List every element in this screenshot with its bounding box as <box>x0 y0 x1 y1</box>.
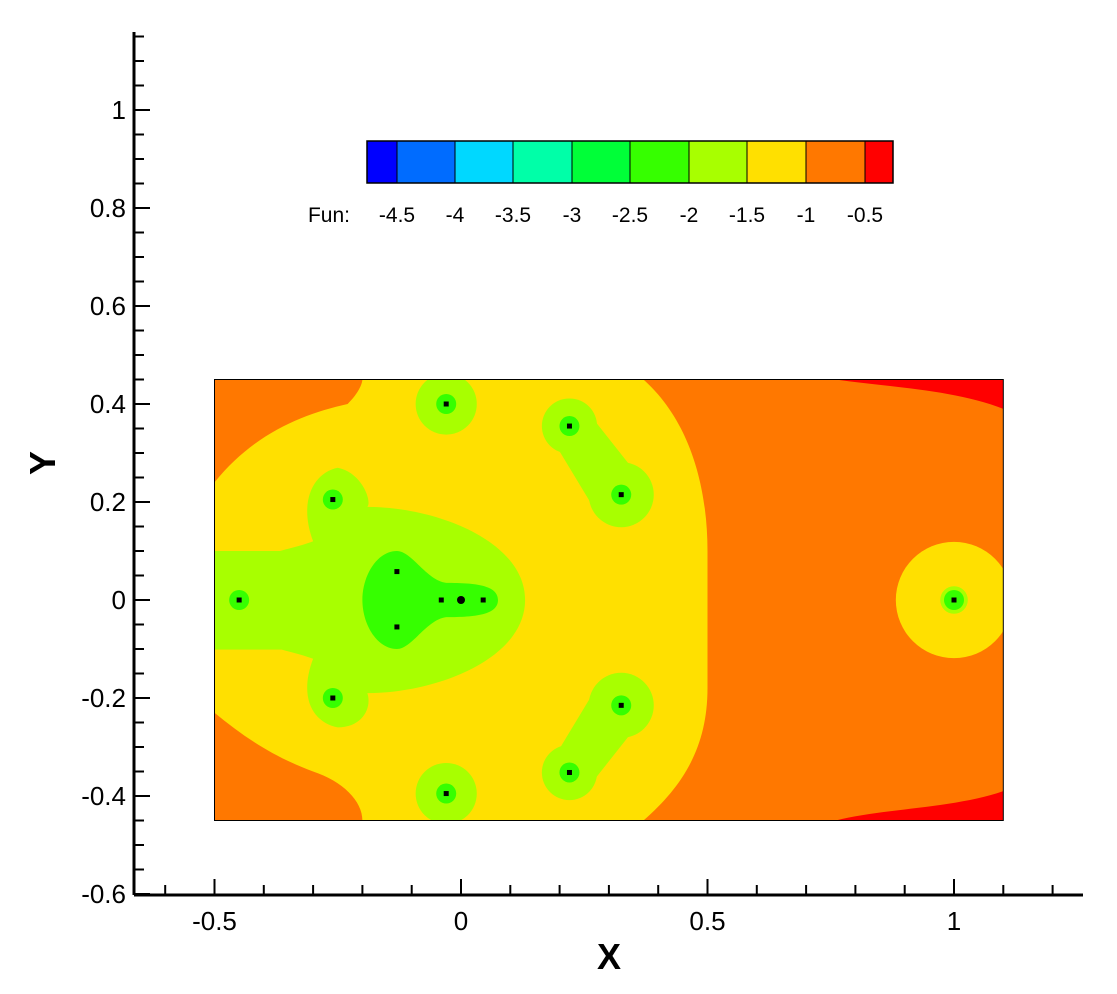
legend-label: -3 <box>563 204 582 227</box>
source-point <box>330 695 336 701</box>
legend-label: -0.5 <box>847 204 883 227</box>
legend-label: -3.5 <box>495 204 531 227</box>
y-tick-label: 0.6 <box>90 291 126 321</box>
region-red-top <box>835 379 1004 409</box>
y-tick-label: -0.6 <box>81 879 126 909</box>
source-points <box>236 401 957 797</box>
legend-swatch <box>512 140 573 184</box>
x-tick-label: 0 <box>454 906 468 936</box>
source-point <box>394 569 400 575</box>
legend-swatch <box>688 140 748 184</box>
source-point <box>394 624 400 630</box>
source-point <box>457 596 465 604</box>
source-point <box>618 492 624 498</box>
legend-frame <box>366 140 894 184</box>
source-point <box>618 702 624 708</box>
legend-title: Fun: <box>308 204 350 227</box>
domain-border <box>214 379 1004 821</box>
region-red-bottom <box>835 791 1004 821</box>
source-point <box>566 769 572 775</box>
source-point <box>443 791 449 797</box>
source-point <box>480 597 486 603</box>
legend-label: -4.5 <box>379 204 415 227</box>
legend-swatch <box>864 140 894 184</box>
legend: Fun: -4.5 -4 -3.5 -3 -2.5 -2 -1.5 -1 -0.5 <box>308 140 894 227</box>
legend-swatch <box>805 140 866 184</box>
y-axis-title: Y <box>22 451 63 475</box>
source-point <box>330 497 336 503</box>
y-tick-label: -0.4 <box>81 781 126 811</box>
source-point <box>951 597 957 603</box>
source-point <box>443 401 449 407</box>
y-tick-label: -0.2 <box>81 683 126 713</box>
contour-field <box>214 379 1004 821</box>
legend-swatch <box>746 140 807 184</box>
region-lime-left <box>214 551 289 650</box>
x-tick-label: -0.5 <box>192 906 237 936</box>
legend-swatch <box>454 140 514 184</box>
legend-swatch <box>396 140 456 184</box>
y-tick-label: 0.8 <box>90 193 126 223</box>
source-point <box>438 597 444 603</box>
x-tick-label: 1 <box>947 906 961 936</box>
legend-label: -2 <box>680 204 699 227</box>
axes: -0.6 -0.4 -0.2 0 0.2 0.4 0.6 0.8 1 -0.5 0 0.5 1 <box>81 32 1083 936</box>
y-tick-label: 0 <box>112 585 126 615</box>
legend-label: -2.5 <box>612 204 648 227</box>
y-tick-label: 0.2 <box>90 487 126 517</box>
y-tick-label: 1 <box>112 95 126 125</box>
legend-label: -4 <box>446 204 465 227</box>
x-tick-label: 0.5 <box>689 906 725 936</box>
x-axis-title: X <box>597 936 621 977</box>
source-point <box>236 597 242 603</box>
legend-label: -1.5 <box>729 204 765 227</box>
legend-swatch <box>571 140 631 184</box>
y-tick-label: 0.4 <box>90 389 126 419</box>
legend-swatch <box>366 140 398 184</box>
legend-swatch <box>629 140 690 184</box>
source-point <box>566 423 572 429</box>
legend-label: -1 <box>797 204 816 227</box>
